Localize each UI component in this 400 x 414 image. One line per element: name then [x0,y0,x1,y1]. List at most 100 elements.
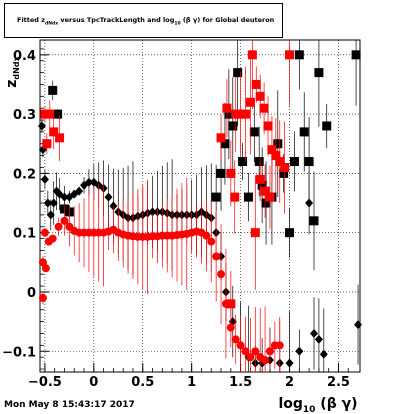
data-point [60,216,69,225]
data-point [285,358,294,368]
data-point [109,201,118,211]
data-point [236,341,245,350]
data-point [43,198,52,208]
data-point [251,347,260,356]
data-point [265,192,275,202]
data-point [230,192,240,202]
data-point [271,151,281,161]
data-point [245,97,255,107]
data-point [216,168,226,178]
data-point [48,85,58,95]
data-point [319,349,328,359]
data-point [255,174,265,184]
data-point [243,192,253,202]
data-point [84,177,93,187]
data-point [314,334,323,344]
data-point [212,252,221,261]
data-point [255,91,265,101]
data-point [38,293,47,302]
data-point [251,79,261,89]
data-point [42,139,52,149]
y-tick-label: 0.4 [13,49,36,64]
data-point [40,228,49,237]
data-point [40,174,49,184]
x-tick-label: 0.5 [131,375,154,390]
data-point [261,198,271,208]
data-point [48,234,57,243]
data-point [241,109,251,119]
data-point [49,198,58,208]
data-point [257,180,267,190]
data-point [285,50,295,60]
y-tick-label: 0 [27,286,36,301]
data-point [148,207,157,217]
data-point [236,109,246,119]
y-tick-label: 0.1 [13,227,36,242]
data-point [224,109,234,119]
data-point [46,210,55,220]
y-tick-label: −0.1 [2,345,36,360]
data-point [37,121,46,131]
data-point [285,228,295,238]
x-tick-label: 1 [187,375,196,390]
chart-title: Fitted zdNdx versus TpcTrackLength and l… [17,16,275,27]
data-point [104,192,113,202]
data-point [263,121,273,131]
data-point [289,157,299,167]
y-axis-label: zdNdx [4,55,21,87]
data-point [295,346,304,356]
data-point [53,109,63,119]
y-tick-label: 0.2 [13,167,36,182]
x-tick-label: 2 [285,375,294,390]
data-point [202,231,211,240]
data-point [273,139,283,149]
data-point [55,133,65,143]
data-point [261,356,270,365]
data-point [238,157,248,167]
data-point [233,68,243,78]
data-point [265,347,274,356]
data-point [246,353,255,362]
data-point [217,270,226,279]
data-point [304,157,314,167]
data-point [60,192,69,202]
data-point [322,121,332,131]
data-point [314,68,324,78]
data-point [41,264,50,273]
data-point [222,103,232,113]
data-points [37,40,363,372]
chart-title-box: Fitted zdNdx versus TpcTrackLength and l… [4,3,283,38]
data-point [231,109,241,119]
data-point [254,157,264,167]
data-point [279,168,289,178]
y-tick-label: 0.3 [13,108,36,123]
data-point [231,335,240,344]
data-point [228,121,238,131]
data-point [280,162,290,172]
x-tick-label: 2.5 [327,375,350,390]
data-point [40,109,50,119]
data-point [275,157,285,167]
data-point [294,50,304,60]
data-point [226,168,236,178]
data-point [226,299,236,309]
data-point [45,109,55,119]
data-point [241,347,250,356]
data-point [309,216,319,226]
data-point [267,145,277,155]
data-point [354,320,363,330]
data-point [211,192,221,202]
data-point [247,50,257,60]
x-tick-label: −0.5 [28,375,62,390]
data-point [54,222,63,231]
data-point [75,186,84,196]
data-point [260,186,270,196]
x-tick-label: 1.5 [229,375,252,390]
data-point [207,237,216,246]
data-point [49,127,59,137]
plot-frame [39,39,361,373]
data-point [250,228,260,238]
x-axis-label: log10 (β γ) [278,396,357,414]
timestamp-footer: Mon May 8 15:43:17 2017 [4,400,135,410]
